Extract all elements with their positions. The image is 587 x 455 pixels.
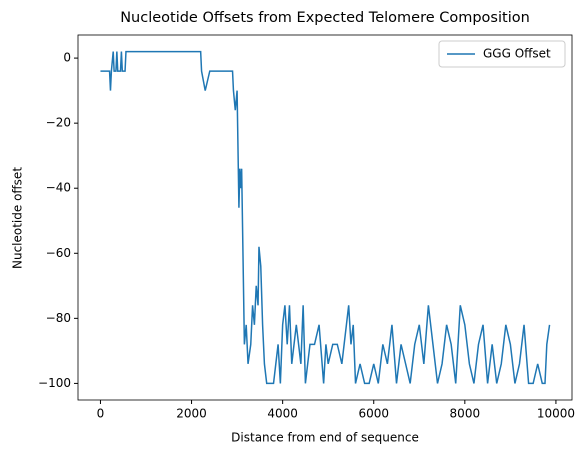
plot-frame [77, 34, 573, 401]
x-tick-label: 6000 [358, 407, 389, 421]
x-tick-label: 10000 [537, 407, 575, 421]
chart-title: Nucleotide Offsets from Expected Telomer… [120, 10, 530, 26]
y-tick-label: −60 [46, 246, 71, 260]
x-tick-label: 8000 [450, 407, 481, 421]
y-axis-label: Nucleotide offset [11, 167, 25, 269]
legend-label: GGG Offset [483, 47, 551, 61]
x-tick-label: 4000 [267, 407, 298, 421]
data-line [100, 50, 551, 385]
y-tick-label: −40 [46, 181, 71, 195]
x-tick-label: 2000 [176, 407, 207, 421]
y-tick-label: 0 [63, 51, 71, 65]
x-tick-label: 0 [97, 407, 105, 421]
y-tick-label: −100 [38, 376, 71, 390]
x-axis-label: Distance from end of sequence [231, 431, 419, 445]
legend-box [438, 40, 566, 68]
y-tick-label: −20 [46, 116, 71, 130]
y-tick-label: −80 [46, 311, 71, 325]
